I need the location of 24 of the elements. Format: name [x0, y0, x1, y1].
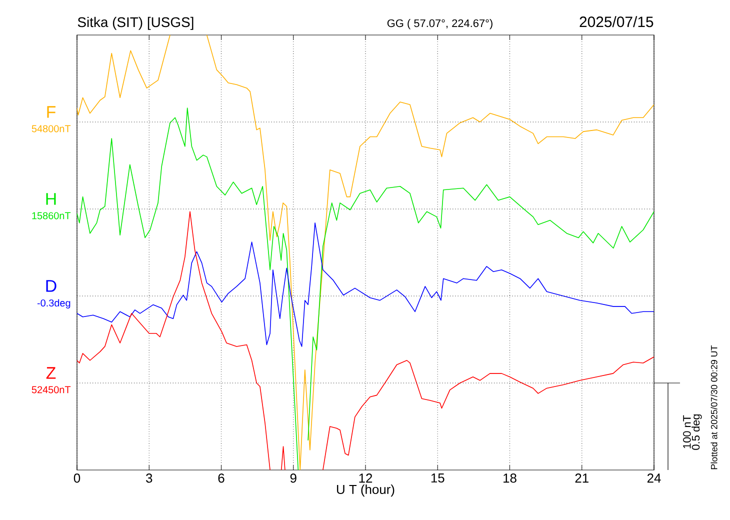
- series-label: F: [47, 106, 56, 118]
- chart-subtitle: GG ( 57.07°, 224.67°): [387, 19, 492, 30]
- x-tick-label: 12: [359, 474, 372, 483]
- text: 2025/07/15: [580, 16, 654, 28]
- x-tick-label: 0: [74, 474, 80, 483]
- x-tick-label: 21: [575, 474, 588, 483]
- series-label: Z: [46, 367, 56, 379]
- x-axis-title: U T (hour): [337, 484, 394, 497]
- x-tick-label: 15: [431, 474, 444, 483]
- ref-line-label: -0.3deg: [37, 299, 70, 308]
- series-label: H: [46, 193, 56, 205]
- chart-title: Sitka (SIT) [USGS]: [78, 16, 194, 30]
- ref-line-label: 54800nT: [32, 125, 71, 132]
- x-tick-label: 6: [218, 474, 224, 483]
- ref-line-label: 15860nT: [32, 212, 71, 220]
- text: 0.5 deg: [692, 414, 702, 450]
- x-tick-label: 24: [647, 474, 661, 483]
- x-tick-label: 18: [504, 474, 516, 483]
- x-tick-label: 3: [146, 474, 152, 483]
- series-label: D: [46, 280, 56, 292]
- text: Plotted at 2025/07/30 00:29 UT: [710, 345, 718, 470]
- ref-line-label: 52450nT: [32, 386, 71, 394]
- text: 100 nT: [683, 415, 691, 448]
- x-tick-label: 9: [290, 474, 296, 483]
